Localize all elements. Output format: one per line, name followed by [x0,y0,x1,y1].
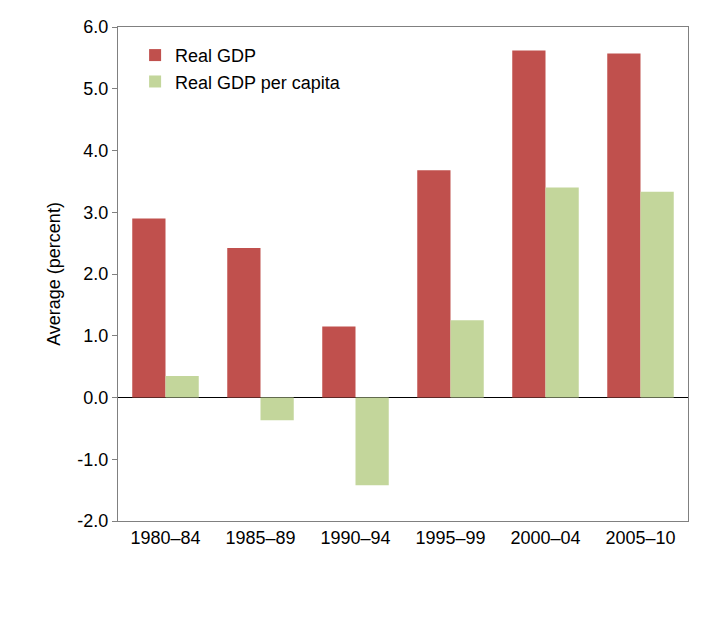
svg-text:2000–04: 2000–04 [510,528,580,548]
svg-text:2.0: 2.0 [83,264,108,284]
svg-text:Real GDP: Real GDP [175,46,256,66]
svg-text:2005–10: 2005–10 [605,528,675,548]
svg-text:1990–94: 1990–94 [320,528,390,548]
svg-text:1995–99: 1995–99 [415,528,485,548]
svg-text:0.0: 0.0 [83,388,108,408]
svg-text:Real GDP per capita: Real GDP per capita [175,73,341,93]
svg-text:3.0: 3.0 [83,203,108,223]
svg-text:5.0: 5.0 [83,79,108,99]
svg-text:1.0: 1.0 [83,326,108,346]
svg-text:1980–84: 1980–84 [130,528,200,548]
svg-text:6.0: 6.0 [83,17,108,37]
svg-text:-1.0: -1.0 [77,450,108,470]
svg-text:1985–89: 1985–89 [225,528,295,548]
svg-text:Average (percent): Average (percent) [44,202,64,346]
svg-text:4.0: 4.0 [83,141,108,161]
svg-text:-2.0: -2.0 [77,511,108,531]
